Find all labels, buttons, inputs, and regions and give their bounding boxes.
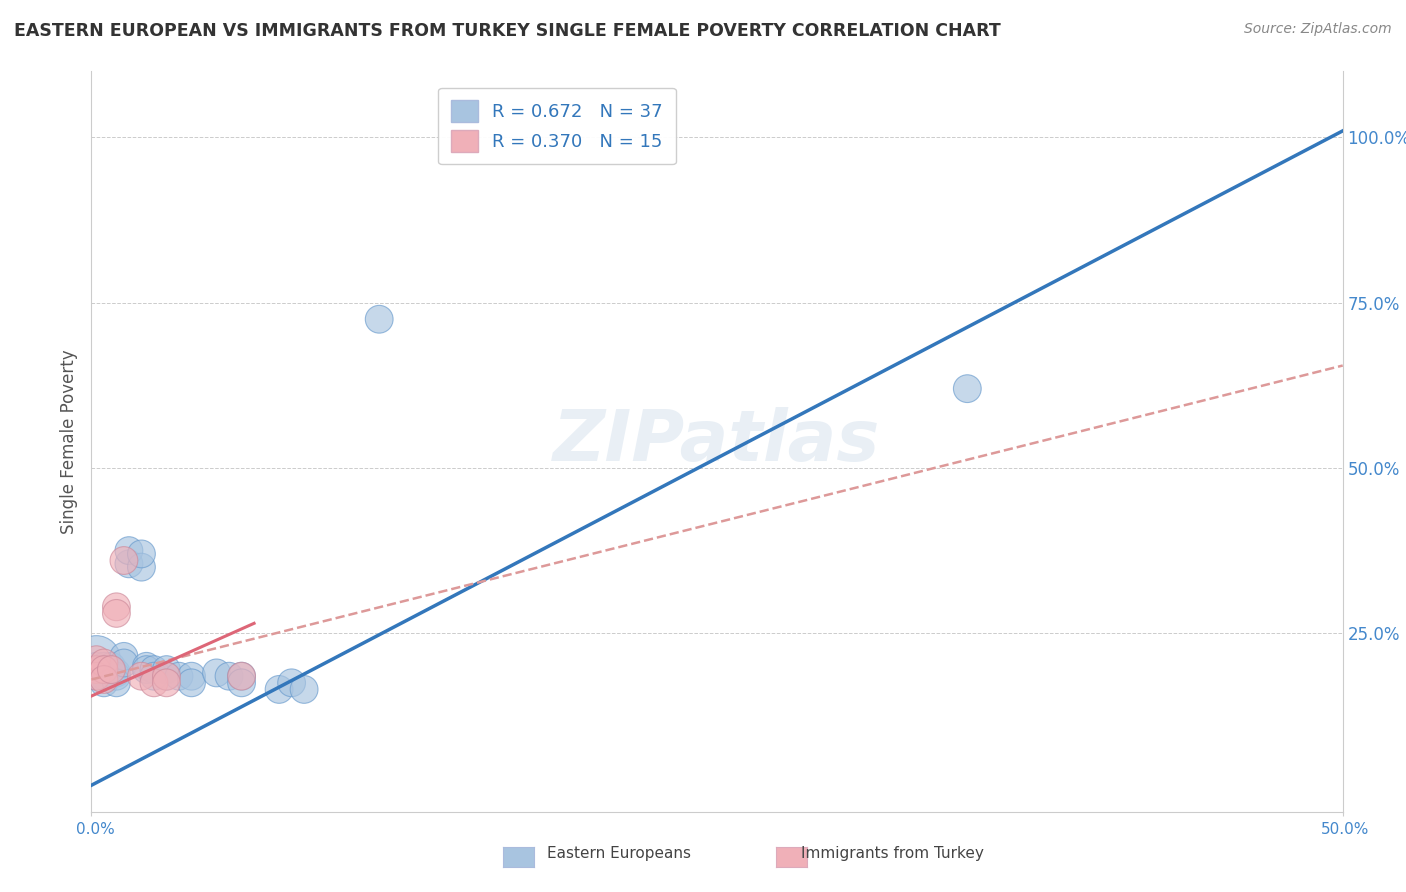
Y-axis label: Single Female Poverty: Single Female Poverty [59,350,77,533]
Point [956,382,979,396]
Point [93,656,115,670]
Text: Source: ZipAtlas.com: Source: ZipAtlas.com [1244,22,1392,37]
Point [112,553,135,567]
Point [118,543,141,558]
Point [86,663,108,677]
Point [155,675,177,690]
Text: 50.0%: 50.0% [1322,822,1369,837]
Point [105,669,128,683]
Point [131,560,153,574]
Point [105,607,128,621]
Point [135,659,157,673]
Point [368,312,391,326]
Point [93,673,115,687]
Point [105,665,128,680]
Point [131,669,153,683]
Point [280,675,302,690]
Text: Eastern Europeans: Eastern Europeans [547,847,690,861]
Point [180,669,202,683]
Point [105,599,128,614]
Text: ZIPatlas: ZIPatlas [554,407,880,476]
Point [205,665,228,680]
Point [292,682,315,697]
Point [167,669,190,683]
Point [118,557,141,571]
Point [131,547,153,561]
Point [86,669,108,683]
Legend: R = 0.672   N = 37, R = 0.370   N = 15: R = 0.672 N = 37, R = 0.370 N = 15 [439,87,676,164]
Point [93,663,115,677]
Point [143,669,166,683]
Point [86,653,108,667]
Point [112,649,135,664]
Point [231,669,253,683]
Point [180,675,202,690]
Point [100,663,122,677]
Point [155,669,177,683]
Point [93,675,115,690]
Point [86,669,108,683]
Point [93,669,115,683]
Point [100,659,122,673]
Text: Immigrants from Turkey: Immigrants from Turkey [801,847,984,861]
Point [112,656,135,670]
Point [143,663,166,677]
Text: EASTERN EUROPEAN VS IMMIGRANTS FROM TURKEY SINGLE FEMALE POVERTY CORRELATION CHA: EASTERN EUROPEAN VS IMMIGRANTS FROM TURK… [14,22,1001,40]
Point [86,663,108,677]
Point [93,659,115,673]
Point [86,659,108,673]
Point [155,663,177,677]
Point [267,682,290,697]
Point [218,669,240,683]
Point [100,663,122,677]
Point [93,663,115,677]
Point [143,675,166,690]
Point [86,653,108,667]
Text: 0.0%: 0.0% [76,822,115,837]
Point [231,669,253,683]
Point [231,675,253,690]
Point [155,669,177,683]
Point [105,675,128,690]
Point [135,663,157,677]
